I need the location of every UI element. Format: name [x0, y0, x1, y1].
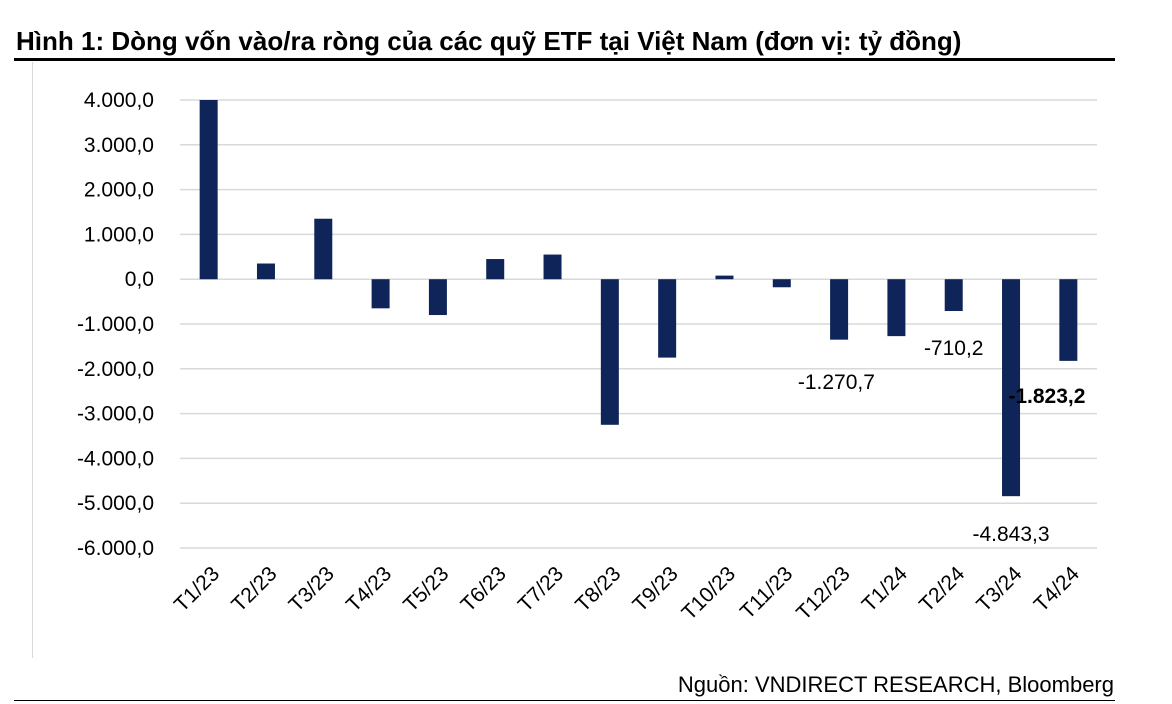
chart-title: Hình 1: Dòng vốn vào/ra ròng của các quỹ… — [16, 26, 962, 56]
x-tick-label: T3/23 — [285, 562, 339, 616]
bar — [830, 279, 849, 340]
y-tick-label: -1.000,0 — [77, 313, 154, 336]
x-tick-label: T2/23 — [227, 562, 281, 616]
bar — [314, 218, 333, 280]
y-tick-label: 1.000,0 — [84, 223, 154, 246]
data-label: -1.270,7 — [798, 371, 875, 394]
x-tick-label: T9/23 — [628, 562, 682, 616]
bottom-rule — [14, 700, 1115, 701]
x-tick-label: T3/24 — [972, 562, 1026, 616]
bar — [199, 100, 218, 280]
x-tick-label: T1/23 — [170, 562, 224, 616]
data-label: -4.843,3 — [973, 523, 1050, 546]
bar — [600, 279, 619, 425]
bar — [658, 279, 677, 358]
x-tick-label: T11/23 — [736, 562, 797, 623]
y-tick-label: -4.000,0 — [77, 447, 154, 470]
x-tick-label: T1/24 — [858, 562, 912, 616]
bar — [887, 279, 906, 337]
bar — [543, 254, 562, 280]
bar — [944, 279, 963, 312]
y-tick-label: 2.000,0 — [84, 179, 154, 202]
x-tick-label: T2/24 — [915, 562, 969, 616]
title-underline — [14, 58, 1115, 61]
y-tick-label: -5.000,0 — [77, 492, 154, 515]
bar — [256, 263, 275, 280]
bar — [1059, 279, 1078, 361]
x-tick-label: T8/23 — [571, 562, 625, 616]
y-tick-label: 4.000,0 — [84, 89, 154, 112]
y-tick-label: -2.000,0 — [77, 358, 154, 381]
y-tick-label: -6.000,0 — [77, 537, 154, 560]
x-tick-label: T6/23 — [457, 562, 511, 616]
data-label: -1.823,2 — [1008, 385, 1085, 408]
x-tick-label: T12/23 — [792, 562, 855, 625]
x-tick-label: T7/23 — [514, 562, 568, 616]
x-tick-label: T4/24 — [1030, 562, 1084, 616]
bar — [715, 275, 734, 280]
bar — [371, 279, 390, 309]
y-tick-label: 0,0 — [125, 268, 154, 291]
x-tick-label: T4/23 — [342, 562, 396, 616]
data-label: -710,2 — [924, 337, 984, 360]
y-tick-label: 3.000,0 — [84, 134, 154, 157]
bar — [486, 259, 505, 280]
bar — [428, 279, 447, 316]
left-border — [32, 62, 33, 658]
x-tick-label: T10/23 — [678, 562, 741, 625]
x-tick-label: T5/23 — [399, 562, 453, 616]
y-tick-label: -3.000,0 — [77, 403, 154, 426]
source-note: Nguồn: VNDIRECT RESEARCH, Bloomberg — [677, 672, 1114, 697]
bar — [1002, 279, 1021, 497]
bar — [772, 279, 791, 288]
